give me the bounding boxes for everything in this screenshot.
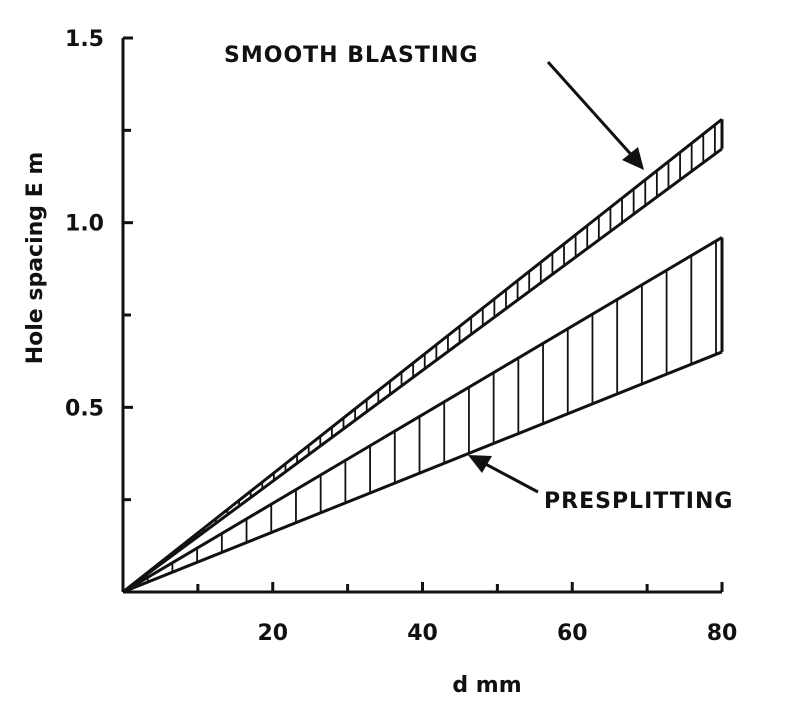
band-lower-line bbox=[122, 350, 723, 594]
y-axis-title: Hole spacing E m bbox=[23, 152, 48, 365]
band-upper-line bbox=[122, 236, 723, 594]
legend-presplitting: PRESPLITTING bbox=[544, 489, 733, 514]
band-smooth-blasting bbox=[122, 118, 724, 594]
y-tick-label-0.5: 0.5 bbox=[65, 396, 104, 421]
band-upper-line bbox=[122, 118, 723, 594]
x-tick-label-60: 60 bbox=[557, 621, 588, 646]
x-tick-label-80: 80 bbox=[707, 621, 738, 646]
y-ticks: 0.5 1.0 1.5 bbox=[65, 27, 133, 502]
x-axis-title: d mm bbox=[452, 673, 521, 698]
y-tick-label-1: 1.0 bbox=[65, 212, 104, 237]
band-hatching bbox=[146, 238, 717, 585]
legend-smooth-blasting: SMOOTH BLASTING bbox=[224, 43, 479, 68]
x-ticks: 20 40 60 80 bbox=[196, 582, 738, 646]
x-tick-label-40: 40 bbox=[407, 621, 438, 646]
y-tick-label-1.5: 1.5 bbox=[65, 27, 104, 52]
smooth-blasting-arrow bbox=[546, 60, 644, 170]
band-presplitting bbox=[122, 236, 724, 594]
presplitting-arrow bbox=[468, 455, 539, 494]
band-lower-line bbox=[122, 147, 723, 594]
x-tick-label-20: 20 bbox=[257, 621, 288, 646]
